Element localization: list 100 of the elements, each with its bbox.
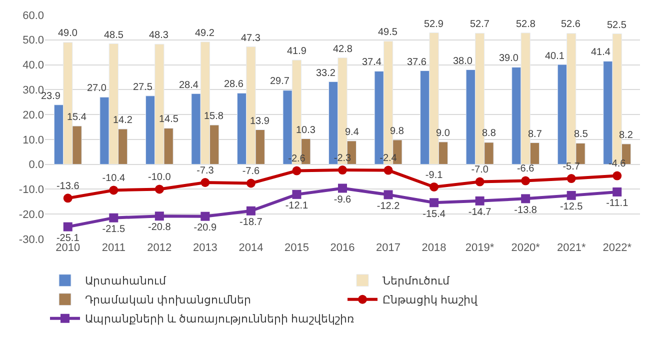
data-label: 8.8 <box>482 128 496 139</box>
data-label: 39.0 <box>499 53 519 64</box>
x-tick-label: 2012 <box>147 242 172 254</box>
data-label: -15.4 <box>422 208 446 220</box>
data-label: 23.9 <box>41 91 61 102</box>
point <box>384 190 393 200</box>
data-label: -10.4 <box>102 173 126 184</box>
data-label: 48.5 <box>104 30 124 41</box>
data-label: 52.9 <box>424 19 444 30</box>
data-label: -21.5 <box>102 224 126 235</box>
data-label: 40.1 <box>545 51 565 62</box>
data-label: 14.2 <box>113 115 133 126</box>
y-tick-label: 0.0 <box>28 159 44 172</box>
x-tick-label: 2022* <box>602 242 632 254</box>
x-tick-label: 2018 <box>422 242 446 254</box>
y-tick-label: -30.0 <box>18 234 44 246</box>
data-label: -9.1 <box>425 170 444 181</box>
data-label: 33.2 <box>316 68 336 79</box>
point <box>109 213 118 222</box>
data-label: 9.0 <box>436 128 450 139</box>
point <box>246 178 256 188</box>
data-label: -12.5 <box>560 202 584 213</box>
point <box>430 198 439 208</box>
point <box>292 166 302 176</box>
data-label: -13.6 <box>56 181 80 192</box>
data-label: 52.6 <box>561 19 581 30</box>
data-label: 10.3 <box>296 125 316 136</box>
point <box>612 187 622 196</box>
x-tick-label: 2013 <box>192 242 218 254</box>
point <box>384 166 393 175</box>
point <box>566 190 576 200</box>
legend-label: Ներմուծում <box>382 276 450 288</box>
data-label: 37.4 <box>362 57 382 68</box>
y-tick-label: 40.0 <box>22 60 44 72</box>
data-label: 8.5 <box>574 129 588 140</box>
data-label: 37.6 <box>407 57 427 68</box>
data-label: -6.6 <box>516 164 535 175</box>
data-label: 9.4 <box>345 127 360 138</box>
point <box>521 194 530 204</box>
y-tick-label: 10.0 <box>22 134 44 146</box>
y-tick-label: -10.0 <box>18 184 44 196</box>
x-tick-label: 2011 <box>102 242 126 254</box>
data-label: 47.3 <box>241 33 261 44</box>
data-label: -9.6 <box>334 194 352 206</box>
data-label: 9.8 <box>390 126 404 137</box>
data-label: 13.9 <box>250 116 270 127</box>
legend-label: Ընթացիկ հաշիվ <box>382 294 479 307</box>
data-label: -7.3 <box>196 165 214 176</box>
point <box>154 212 164 221</box>
point <box>63 222 72 232</box>
point <box>338 166 347 175</box>
point <box>109 186 118 195</box>
x-tick-label: 2015 <box>284 242 309 254</box>
point <box>475 177 484 186</box>
data-label: 41.4 <box>591 47 611 58</box>
point <box>200 212 210 221</box>
point <box>292 190 302 199</box>
x-tick-label: 2010 <box>56 242 80 254</box>
data-label: 42.8 <box>333 44 353 55</box>
data-label: -20.9 <box>194 222 218 234</box>
data-label: -12.1 <box>285 200 309 212</box>
data-label: 15.4 <box>67 112 87 123</box>
data-label: 49.0 <box>58 28 78 39</box>
data-label: -11.1 <box>606 198 629 210</box>
data-label: 52.8 <box>516 19 536 30</box>
data-label: -7.0 <box>471 164 489 176</box>
data-label: -18.7 <box>240 217 263 228</box>
x-tick-label: 2014 <box>238 242 264 254</box>
data-label: 28.4 <box>179 80 199 91</box>
data-label: 49.2 <box>195 28 215 39</box>
data-label: 28.6 <box>224 79 244 90</box>
data-label: -12.2 <box>376 200 400 212</box>
x-tick-label: 2016 <box>330 242 355 254</box>
y-tick-label: 60.0 <box>22 10 44 22</box>
point <box>63 194 72 203</box>
y-tick-label: 30.0 <box>22 84 44 97</box>
point <box>246 206 256 216</box>
data-label: -13.8 <box>514 204 538 216</box>
data-label: 8.7 <box>528 129 542 140</box>
data-label: 48.3 <box>149 30 169 41</box>
point <box>200 178 210 187</box>
legend-label: Դրամական փոխանցումներ <box>85 294 252 307</box>
data-label: 38.0 <box>453 56 473 67</box>
data-label: 27.0 <box>87 83 107 94</box>
data-label: 8.2 <box>619 130 634 141</box>
data-label: 52.7 <box>470 19 490 30</box>
data-label: 27.5 <box>133 82 153 93</box>
data-label: -7.6 <box>242 166 260 178</box>
data-label: 29.7 <box>270 76 290 87</box>
data-label: -5.7 <box>562 161 580 172</box>
point <box>338 184 347 193</box>
x-tick-label: 2021* <box>556 242 586 254</box>
data-label: 49.5 <box>378 27 398 38</box>
point <box>612 171 622 180</box>
data-label: -10.0 <box>148 172 172 184</box>
data-label: -14.7 <box>468 207 492 218</box>
x-tick-label: 2017 <box>376 242 401 254</box>
data-label: 41.9 <box>287 46 307 57</box>
x-tick-label: 2019* <box>465 242 495 254</box>
point <box>154 184 164 194</box>
